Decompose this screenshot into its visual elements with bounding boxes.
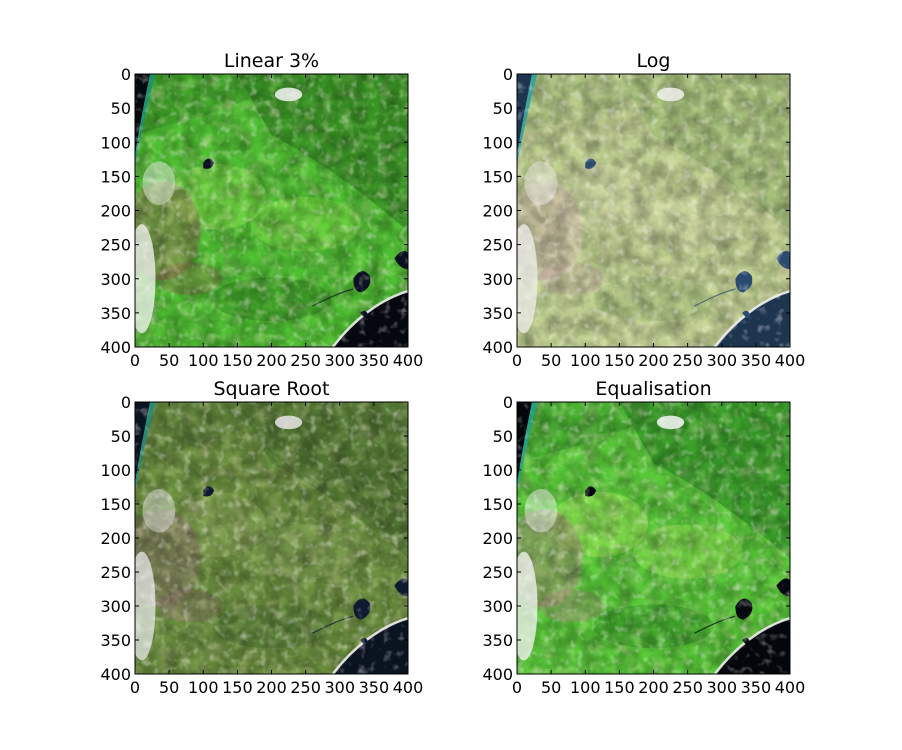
y-tick-label: 300	[482, 270, 513, 289]
y-tick-label: 50	[493, 427, 513, 446]
panel-linear: Linear 3%0 50 100 150 200 250 300 350 4000501001…	[100, 50, 423, 370]
x-tick-label: 200	[256, 678, 287, 697]
y-tick-label: 0	[121, 65, 131, 84]
y-tick-label: 150	[100, 167, 131, 186]
y-tick-label: 250	[482, 563, 513, 582]
y-tick-label: 150	[100, 495, 131, 514]
x-tick-label: 150	[222, 351, 253, 370]
x-tick-label: 0	[130, 351, 140, 370]
x-tick-label: 350	[359, 351, 390, 370]
y-tick-label: 100	[482, 133, 513, 152]
y-tick-label: 400	[100, 665, 131, 684]
x-tick-label: 100	[570, 678, 601, 697]
x-tick-label: 300	[324, 678, 355, 697]
y-tick-label: 100	[482, 461, 513, 480]
y-tick-label: 100	[100, 461, 131, 480]
x-tick-label: 200	[256, 351, 287, 370]
x-tick-label: 350	[359, 678, 390, 697]
y-tick-label: 200	[482, 202, 513, 221]
y-tick-label: 350	[482, 304, 513, 323]
x-tick-label: 50	[541, 678, 561, 697]
x-tick-label: 50	[541, 351, 561, 370]
x-tick-label: 250	[290, 678, 321, 697]
panel-title: Equalisation	[595, 378, 711, 400]
x-tick-label: 350	[741, 678, 772, 697]
x-tick-label: 250	[672, 678, 703, 697]
y-tick-label: 200	[100, 529, 131, 548]
x-tick-label: 100	[188, 351, 219, 370]
satellite-image	[135, 74, 408, 347]
y-tick-label: 200	[100, 202, 131, 221]
y-tick-label: 300	[482, 597, 513, 616]
x-tick-label: 0	[512, 351, 522, 370]
y-tick-label: 0	[503, 393, 513, 412]
x-tick-label: 400	[393, 351, 424, 370]
y-tick-label: 50	[111, 99, 131, 118]
x-tick-label: 200	[638, 351, 669, 370]
satellite-image	[517, 74, 790, 347]
y-tick-label: 50	[111, 427, 131, 446]
x-tick-label: 200	[638, 678, 669, 697]
y-tick-label: 50	[493, 99, 513, 118]
y-tick-label: 100	[100, 133, 131, 152]
x-tick-label: 300	[706, 678, 737, 697]
x-tick-label: 0	[130, 678, 140, 697]
x-tick-label: 50	[159, 351, 179, 370]
x-tick-label: 250	[672, 351, 703, 370]
x-tick-label: 400	[775, 351, 806, 370]
y-tick-label: 200	[482, 529, 513, 548]
x-tick-label: 250	[290, 351, 321, 370]
y-tick-label: 250	[100, 563, 131, 582]
y-tick-label: 250	[100, 236, 131, 255]
x-tick-label: 150	[604, 678, 635, 697]
y-tick-label: 0	[503, 65, 513, 84]
y-tick-label: 400	[482, 665, 513, 684]
satellite-image	[135, 402, 408, 674]
y-tick-label: 400	[100, 338, 131, 357]
x-tick-label: 400	[775, 678, 806, 697]
x-tick-label: 100	[570, 351, 601, 370]
x-tick-label: 400	[393, 678, 424, 697]
x-tick-label: 150	[222, 678, 253, 697]
y-tick-label: 350	[100, 631, 131, 650]
x-tick-label: 300	[706, 351, 737, 370]
y-tick-label: 150	[482, 167, 513, 186]
x-tick-label: 350	[741, 351, 772, 370]
y-tick-label: 250	[482, 236, 513, 255]
panel-title: Log	[637, 50, 671, 72]
x-tick-label: 0	[512, 678, 522, 697]
y-tick-label: 400	[482, 338, 513, 357]
y-tick-label: 350	[482, 631, 513, 650]
satellite-image	[517, 402, 790, 674]
x-tick-label: 300	[324, 351, 355, 370]
y-tick-label: 300	[100, 597, 131, 616]
y-tick-label: 300	[100, 270, 131, 289]
x-tick-label: 100	[188, 678, 219, 697]
x-tick-label: 150	[604, 351, 635, 370]
y-tick-label: 150	[482, 495, 513, 514]
y-tick-label: 350	[100, 304, 131, 323]
panel-title: Square Root	[214, 378, 330, 400]
x-tick-label: 50	[159, 678, 179, 697]
y-tick-label: 0	[121, 393, 131, 412]
panel-title: Linear 3%	[224, 50, 319, 72]
